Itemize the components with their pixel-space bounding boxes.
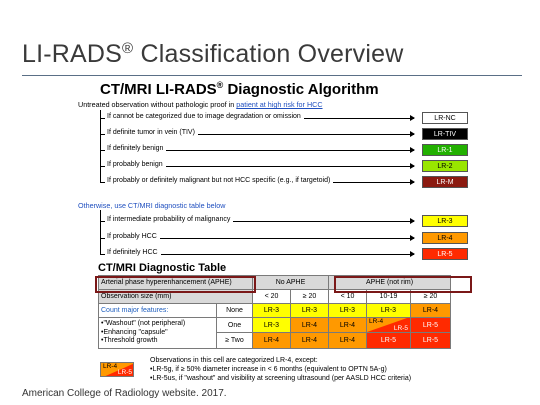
category-box-lr-2: LR-2 xyxy=(422,160,468,172)
category-box-lr-3: LR-3 xyxy=(422,215,468,227)
category-cell: LR-4 xyxy=(252,332,291,349)
flow-branch xyxy=(100,166,105,167)
features-list: •"Washout" (not peripheral) •Enhancing "… xyxy=(98,317,217,349)
high-risk-link[interactable]: patient at high risk for HCC xyxy=(236,100,323,109)
category-cell: LR-3 xyxy=(252,303,291,318)
flow-arrow xyxy=(303,115,416,121)
legend-text: Observations in this cell are categorize… xyxy=(150,356,411,383)
algorithm-subtitle: Untreated observation without pathologic… xyxy=(78,100,323,109)
flow-branch xyxy=(100,237,105,239)
flow-arrow xyxy=(333,179,415,185)
legend-line: Observations in this cell are categorize… xyxy=(150,357,318,364)
category-cell: LR-3 xyxy=(328,303,367,318)
category-box-lr-tiv: LR-TIV xyxy=(422,128,468,140)
aphe-highlight-box xyxy=(95,276,256,293)
category-cell: LR-3 xyxy=(366,303,411,318)
flow-branch xyxy=(100,150,105,151)
flow-arrow xyxy=(166,147,415,153)
feature-capsule: •Enhancing "capsule" xyxy=(101,328,168,336)
table-title: CT/MRI Diagnostic Table xyxy=(98,262,227,274)
flow-arrow xyxy=(165,163,416,169)
criterion-label: If definite tumor in vein (TIV) xyxy=(107,129,195,136)
count-cell: None xyxy=(216,303,253,318)
criterion-label: If probably benign xyxy=(107,161,163,168)
legend-label-b: LR-5 xyxy=(117,369,132,376)
aphe-not-rim-highlight-box xyxy=(334,276,472,293)
count-cell: One xyxy=(216,316,253,334)
category-cell: LR-5 xyxy=(410,332,451,349)
category-cell: LR-4 xyxy=(328,332,367,349)
size-cell: < 20 xyxy=(252,289,291,304)
count-cell: ≥ Two xyxy=(216,332,253,349)
category-cell: LR-4 xyxy=(290,332,329,349)
algorithm-title: CT/MRI LI-RADS® Diagnostic Algorithm xyxy=(100,80,379,98)
source-footer: American College of Radiology website. 2… xyxy=(22,388,227,399)
table-row-one: •"Washout" (not peripheral) •Enhancing "… xyxy=(98,316,451,349)
criterion-label: If intermediate probability of malignanc… xyxy=(107,216,231,223)
slide-title: LI-RADS® Classification Overview xyxy=(22,40,404,69)
criterion-label: If cannot be categorized due to image de… xyxy=(107,113,301,120)
category-box-lr-m: LR-M xyxy=(422,176,468,188)
table-row-two: ≥ Two LR-4 LR-4 LR-4 LR-5 LR-5 xyxy=(99,332,451,349)
flow-branch xyxy=(100,118,105,119)
legend-label-a: LR-4 xyxy=(103,363,118,370)
flow-branch xyxy=(100,221,105,222)
flow-trunk-top xyxy=(100,110,101,182)
category-cell: LR-4 xyxy=(290,316,329,334)
aphe-label: Arterial phase hyperenhancement (APHE) xyxy=(98,275,253,290)
no-aphe-header: No APHE xyxy=(252,275,329,290)
split-labels: LR-4 LR-5 xyxy=(368,318,410,333)
legend-split-cell: LR-4 LR-5 xyxy=(100,362,134,377)
major-features-label: Count major features: xyxy=(98,303,217,318)
flow-branch xyxy=(100,134,105,135)
table-row-none: Count major features: None LR-3 LR-3 LR-… xyxy=(98,303,451,318)
category-cell: LR-5 xyxy=(410,316,451,334)
legend-triangle xyxy=(101,363,133,376)
split-category-cell: LR-4 LR-5 xyxy=(366,316,411,334)
category-cell: LR-5 xyxy=(366,332,411,349)
category-box-lr-4: LR-4 xyxy=(422,231,468,244)
flow-arrow xyxy=(197,131,416,137)
legend-line: •LR-5g, if ≥ 50% diameter increase in < … xyxy=(150,366,387,373)
split-label-a: LR-4 xyxy=(369,318,384,325)
size-cell: ≥ 20 xyxy=(290,289,329,304)
category-cell: LR-3 xyxy=(290,303,329,318)
legend-line: •LR-5us, if "washout" and visibility at … xyxy=(150,375,412,382)
category-cell: LR-4 xyxy=(328,316,367,334)
criterion-label: If probably or definitely malignant but … xyxy=(107,177,331,184)
feature-growth: •Threshold growth xyxy=(101,337,158,344)
feature-washout: •"Washout" (not peripheral) xyxy=(101,320,186,327)
flow-arrow xyxy=(233,218,415,224)
flow-trunk-bottom xyxy=(100,210,101,254)
flow-arrow xyxy=(159,234,416,241)
category-cell: LR-3 xyxy=(252,316,291,334)
title-divider xyxy=(22,75,522,76)
diagnostic-table: Arterial phase hyperenhancement (APHE) N… xyxy=(98,275,451,349)
split-label-b: LR-5 xyxy=(393,325,408,333)
criterion-label: If definitely benign xyxy=(107,145,164,152)
split-triangle xyxy=(367,318,407,332)
flow-branch xyxy=(100,182,105,183)
otherwise-note: Otherwise, use CT/MRI diagnostic table b… xyxy=(78,201,226,210)
criterion-label: If probably HCC xyxy=(107,232,157,240)
category-cell: LR-4 xyxy=(410,303,451,318)
category-box-lr-1: LR-1 xyxy=(422,144,468,156)
flow-branch xyxy=(100,254,105,255)
category-box-lr-nc: LR-NC xyxy=(422,112,468,124)
category-box-lr-5: LR-5 xyxy=(422,248,468,260)
flow-arrow xyxy=(160,251,416,257)
criterion-label: If definitely HCC xyxy=(107,249,158,256)
